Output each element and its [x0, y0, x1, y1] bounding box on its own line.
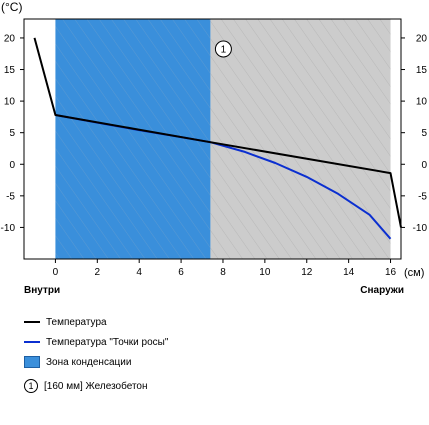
- x-tick-label: 0: [53, 267, 59, 278]
- chart: 1 20 20 15 15 10 10 5 5 0 0 -5 -5 -10 -10 0 2 4 6 8 10 12 14 16…: [1, 0, 428, 296]
- legend-item-temperature: Температура: [24, 312, 168, 332]
- y-tick-label-left: -10: [1, 223, 16, 234]
- layer-marker-circle: [214, 40, 232, 58]
- legend-condensation-swatch-icon: [24, 356, 40, 368]
- y-tick-label-left: 20: [4, 33, 16, 44]
- y-tick-label-right: 15: [416, 65, 428, 76]
- x-tick-label: 2: [95, 267, 101, 278]
- legend-item-condensation: Зона конденсации: [24, 352, 168, 372]
- x-inside-label: Внутри: [24, 285, 60, 296]
- x-axis-label: (см): [404, 267, 424, 279]
- y-tick-label-left: 15: [4, 65, 16, 76]
- y-tick-label-left: 0: [9, 160, 15, 171]
- y-tick-label-left: 5: [9, 128, 15, 139]
- layer-marker-label: 1: [221, 45, 227, 56]
- x-tick-label: 16: [385, 267, 397, 278]
- legend: Температура Температура "Точки росы" Зон…: [24, 312, 168, 396]
- legend-temperature-label: Температура: [46, 316, 107, 328]
- legend-item-dewpoint: Температура "Точки росы": [24, 332, 168, 352]
- y-tick-label-right: 0: [421, 160, 427, 171]
- y-tick-label-left: 10: [4, 97, 16, 108]
- legend-layer-marker: 1: [24, 379, 38, 393]
- x-tick-label: 14: [343, 267, 355, 278]
- y-tick-label-right: 5: [421, 128, 427, 139]
- plot-frame: [23, 18, 402, 260]
- legend-temperature-line-icon: [24, 321, 40, 323]
- condensation-hatch: [55, 19, 211, 259]
- y-tick-label-right: -5: [418, 191, 427, 202]
- x-tick-label: 8: [220, 267, 226, 278]
- legend-layer-label: [160 мм] Железобетон: [44, 380, 148, 392]
- x-tick-label: 6: [178, 267, 184, 278]
- y-tick-label-right: -10: [413, 223, 428, 234]
- layer-hatch: [210, 19, 391, 259]
- legend-condensation-label: Зона конденсации: [46, 356, 132, 368]
- x-tick-label: 4: [136, 267, 142, 278]
- legend-dewpoint-label: Температура "Точки росы": [46, 336, 169, 348]
- y-tick-label-right: 20: [416, 33, 428, 44]
- temperature-line: [33, 37, 402, 228]
- legend-dewpoint-line-icon: [24, 341, 40, 343]
- y-tick-label-right: 10: [416, 97, 428, 108]
- y-tick-label-left: -5: [6, 191, 15, 202]
- x-outside-label: Снаружи: [360, 285, 404, 296]
- y-axis-label: (°C): [1, 0, 22, 14]
- legend-item-layer: 1 [160 мм] Железобетон: [24, 376, 168, 396]
- x-tick-label: 10: [259, 267, 271, 278]
- x-tick-label: 12: [301, 267, 313, 278]
